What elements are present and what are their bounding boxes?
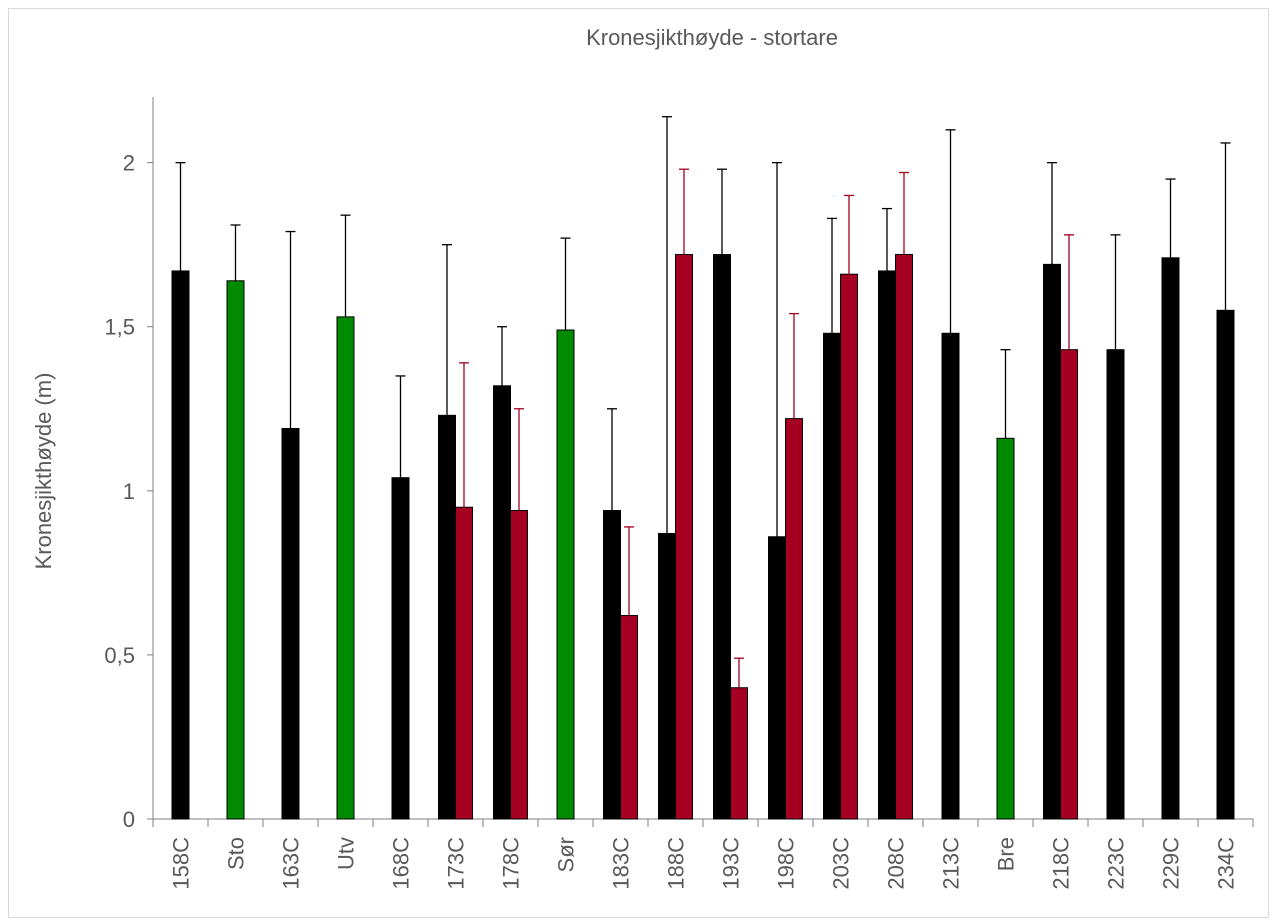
x-tick-label: 229C	[1159, 837, 1184, 890]
x-tick-label: 208C	[884, 837, 909, 890]
bar-green	[556, 329, 575, 820]
x-tick-label: 198C	[774, 837, 799, 890]
x-tick-label: 183C	[609, 837, 634, 890]
bar-red	[840, 273, 858, 820]
x-tick-labels-group: 158C Sto 163C Utv 168C 173C 178C Sør 183C 188C 193…	[169, 837, 1239, 890]
x-tick-label: 193C	[719, 837, 744, 890]
bar-black	[658, 532, 676, 820]
bar-black	[171, 270, 190, 820]
y-tick-labels-group: 0 0,5 1 1,5 2	[104, 151, 135, 832]
x-tick-label: Utv	[334, 837, 359, 870]
bar-black	[281, 427, 300, 820]
bar-black	[603, 510, 621, 820]
bar-red	[730, 687, 748, 820]
chart-frame: Kronesjikthøyde - stortare Kronesjikthøy…	[8, 8, 1269, 918]
x-tick-label: 163C	[279, 837, 304, 890]
y-tick-label: 1,5	[104, 315, 135, 340]
bar-red	[1060, 349, 1078, 820]
bar-green	[996, 437, 1015, 820]
bars-group	[171, 254, 1235, 820]
bar-green	[226, 280, 245, 820]
axes-group	[147, 97, 1254, 827]
bar-black	[1216, 309, 1235, 820]
bar-black	[823, 332, 841, 820]
error-bars-group	[175, 116, 1231, 688]
bar-black	[1106, 349, 1125, 820]
x-tick-label: 223C	[1104, 837, 1129, 890]
x-tick-label: 203C	[829, 837, 854, 890]
x-tick-label: Bre	[994, 837, 1019, 871]
bar-green	[336, 316, 355, 820]
y-axis-label: Kronesjikthøyde (m)	[31, 373, 56, 570]
bar-red	[895, 254, 913, 820]
bar-red	[675, 254, 693, 820]
bar-black	[493, 385, 511, 820]
bar-black	[1043, 263, 1061, 820]
bar-red	[785, 418, 803, 820]
y-tick-label: 2	[123, 151, 135, 176]
bar-black	[391, 477, 410, 820]
x-tick-label: 234C	[1214, 837, 1239, 890]
x-tick-label: 188C	[664, 837, 689, 890]
bar-red	[510, 510, 528, 820]
bar-black	[713, 254, 731, 820]
bar-red	[455, 506, 473, 820]
chart-title: Kronesjikthøyde - stortare	[586, 25, 838, 50]
x-tick-label: 173C	[444, 837, 469, 890]
x-tick-label: 213C	[939, 837, 964, 890]
bar-black	[438, 414, 456, 820]
bar-black	[941, 332, 960, 820]
bar-black	[768, 536, 786, 820]
bar-red	[620, 615, 638, 820]
y-tick-label: 0,5	[104, 643, 135, 668]
x-tick-label: 168C	[389, 837, 414, 890]
x-tick-label: Sto	[224, 837, 249, 870]
bar-black	[878, 270, 896, 820]
y-tick-label: 1	[123, 479, 135, 504]
x-tick-label: 178C	[499, 837, 524, 890]
x-tick-label: 218C	[1049, 837, 1074, 890]
y-tick-label: 0	[123, 807, 135, 832]
bar-chart: Kronesjikthøyde - stortare Kronesjikthøy…	[31, 25, 1254, 890]
x-tick-label: 158C	[169, 837, 194, 890]
bar-black	[1161, 257, 1180, 820]
x-tick-label: Sør	[554, 837, 579, 872]
